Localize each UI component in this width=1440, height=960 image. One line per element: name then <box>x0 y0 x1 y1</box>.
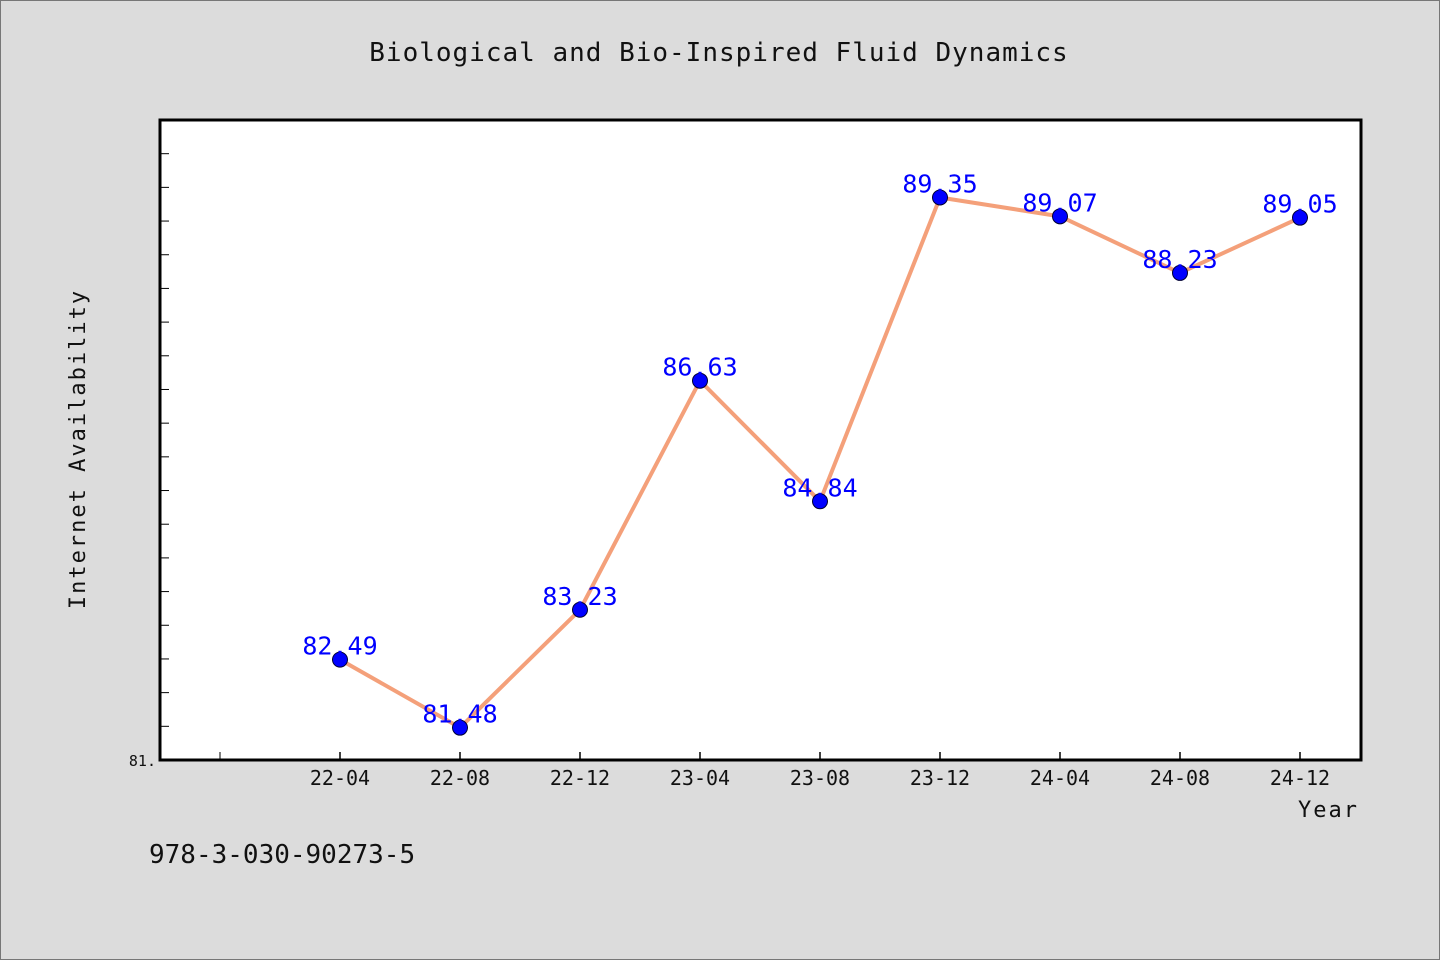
x-tick-label-4: 23-08 <box>790 766 850 790</box>
y-tick-label-0: 81. <box>129 752 156 770</box>
data-point-8 <box>1292 209 1308 226</box>
data-label-7: 88.23 <box>1142 245 1217 274</box>
data-point-2 <box>572 601 588 618</box>
data-label-4: 84.84 <box>782 473 857 502</box>
footnote-text: 978-3-030-90273-5 <box>149 840 415 870</box>
x-axis-ticks <box>219 752 1301 760</box>
y-axis-tick-labels: 81. <box>129 752 156 770</box>
data-label-1: 81.48 <box>422 700 497 729</box>
x-tick-label-1: 22-08 <box>430 766 490 790</box>
data-label-8: 89.05 <box>1262 190 1337 219</box>
data-point-5 <box>932 189 948 206</box>
data-point-0 <box>332 651 348 668</box>
data-series <box>332 189 1308 736</box>
data-labels: 82.49 81.48 83.23 86.63 84.84 89.35 89.07 88.23… <box>302 169 1337 728</box>
x-tick-label-5: 23-12 <box>910 766 970 790</box>
data-point-6 <box>1052 208 1068 225</box>
data-label-6: 89.07 <box>1022 188 1097 217</box>
data-point-7 <box>1172 264 1188 281</box>
chart-title: Biological and Bio-Inspired Fluid Dynami… <box>369 38 1068 68</box>
x-tick-label-0: 22-04 <box>310 766 370 790</box>
data-point-1 <box>452 719 468 736</box>
x-tick-label-6: 24-04 <box>1030 766 1090 790</box>
y-axis-label: Internet Availability <box>66 289 91 609</box>
x-tick-label-3: 23-04 <box>670 766 730 790</box>
x-tick-label-2: 22-12 <box>550 766 610 790</box>
x-axis-tick-labels: 22-04 22-08 22-12 23-04 23-08 23-12 24-04 24-08… <box>310 766 1330 790</box>
x-tick-label-8: 24-12 <box>1270 766 1330 790</box>
data-label-3: 86.63 <box>662 353 737 382</box>
x-axis-label: Year <box>1298 798 1359 823</box>
data-label-2: 83.23 <box>542 582 617 611</box>
data-label-5: 89.35 <box>902 169 977 198</box>
data-point-4 <box>812 493 828 510</box>
data-label-0: 82.49 <box>302 632 377 661</box>
x-tick-label-7: 24-08 <box>1150 766 1210 790</box>
data-point-3 <box>692 372 708 389</box>
y-axis-ticks <box>160 119 169 761</box>
